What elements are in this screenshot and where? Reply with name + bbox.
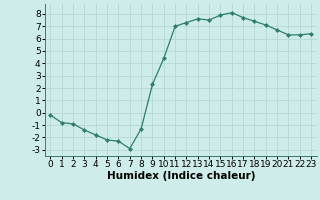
X-axis label: Humidex (Indice chaleur): Humidex (Indice chaleur) — [107, 171, 255, 181]
